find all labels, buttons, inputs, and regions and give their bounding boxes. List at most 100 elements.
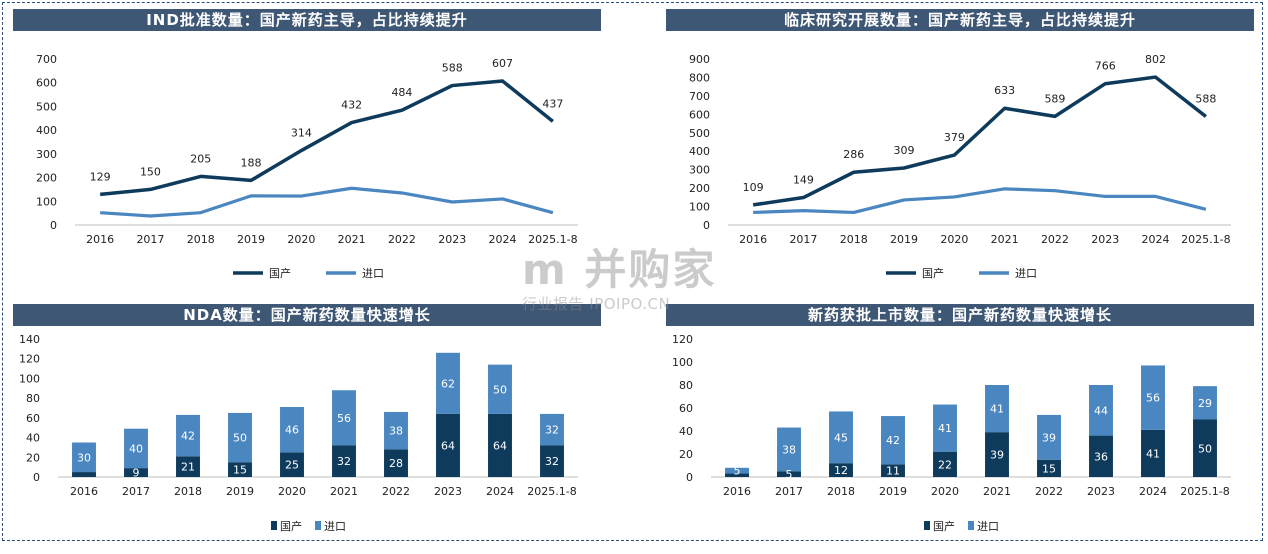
bar-domestic: [725, 473, 749, 477]
bar-import: [1193, 386, 1217, 420]
y-tick-label: 40: [679, 425, 693, 438]
bar-label-domestic: 64: [441, 439, 455, 452]
x-tick-label: 2016: [70, 485, 98, 498]
bar-domestic: [72, 472, 96, 477]
y-tick-label: 0: [703, 219, 710, 232]
x-tick-label: 2021: [338, 233, 366, 246]
bar-domestic: [228, 462, 252, 477]
bar-import: [72, 442, 96, 473]
bar-import: [228, 412, 252, 463]
x-tick-label: 2016: [739, 233, 767, 246]
legend-marker-import: [315, 521, 321, 530]
x-tick-label: 2018: [827, 485, 855, 498]
data-label: 309: [894, 144, 915, 157]
bar-label-import: 50: [233, 432, 247, 445]
bar-label-domestic: 41: [1146, 447, 1160, 460]
nda-chart-title: NDA数量：国产新药数量快速增长: [13, 304, 601, 326]
bar-domestic: [332, 445, 356, 477]
data-label: 588: [1195, 93, 1216, 106]
bar-domestic: [384, 449, 408, 477]
data-label: 432: [341, 99, 362, 112]
bar-label-import: 56: [337, 412, 351, 425]
data-label: 484: [391, 86, 412, 99]
bar-label-domestic: 25: [285, 459, 299, 472]
bar-label-import: 38: [782, 443, 796, 456]
series-line-import: [100, 186, 554, 218]
ind-line-chart: 0 100 200 300 400 500 600 700 2016 2017 2018 2019 20…: [36, 53, 578, 280]
ind-approval-panel: IND批准数量：国产新药主导，占比持续提升 0 100 200 300 400 500 60…: [13, 9, 601, 280]
x-tick-label: 2021: [991, 233, 1019, 246]
bar-label-domestic: 9: [133, 467, 140, 480]
legend-marker-domestic: [924, 521, 930, 530]
bar-label-import: 56: [1146, 392, 1160, 405]
bar-label-domestic: 36: [1094, 450, 1108, 463]
y-tick-label: 80: [26, 392, 40, 405]
bar-label-domestic: 39: [990, 449, 1004, 462]
bar-label-domestic: 28: [389, 457, 403, 470]
bar-label-domestic: 21: [181, 461, 195, 474]
y-tick-label: 100: [689, 201, 710, 214]
y-tick-label: 60: [679, 402, 693, 415]
data-label: 109: [743, 181, 764, 194]
data-label: 314: [291, 127, 312, 140]
data-label: 188: [241, 156, 262, 169]
y-tick-label: 20: [26, 451, 40, 464]
bar-label-import: 38: [389, 425, 403, 438]
x-tick-label: 2023: [1091, 233, 1119, 246]
x-tick-label: 2018: [840, 233, 868, 246]
bar-label-import: 5: [734, 465, 741, 478]
bar-label-domestic: 12: [834, 464, 848, 477]
bar-label-import: 62: [441, 377, 455, 390]
x-tick-label: 2025.1-8: [527, 485, 576, 498]
bar-import: [933, 404, 957, 452]
bar-label-domestic: 64: [493, 439, 507, 452]
x-tick-label: 2020: [287, 233, 315, 246]
x-tick-label: 2024: [486, 485, 514, 498]
data-label: 149: [793, 174, 814, 187]
bar-label-import: 42: [886, 434, 900, 447]
y-tick-label: 120: [672, 333, 693, 346]
bar-label-import: 30: [77, 451, 91, 464]
y-tick-label: 700: [36, 53, 57, 66]
data-label: 588: [442, 62, 463, 75]
bar-import: [777, 427, 801, 472]
bar-domestic: [280, 452, 304, 477]
data-label: 437: [542, 97, 563, 110]
legend-label-domestic: 国产: [922, 266, 944, 280]
x-tick-label: 2017: [775, 485, 803, 498]
y-tick-label: 200: [689, 182, 710, 195]
y-tick-label: 0: [686, 471, 693, 484]
bar-domestic: [1193, 419, 1217, 477]
bar-domestic: [176, 456, 200, 477]
y-tick-label: 200: [36, 172, 57, 185]
x-tick-label: 2023: [438, 233, 466, 246]
bar-label-domestic: 11: [886, 465, 900, 478]
bar-label-import: 32: [545, 424, 559, 437]
bar-domestic: [540, 445, 564, 477]
x-tick-label: 2019: [890, 233, 918, 246]
ind-chart-title: IND批准数量：国产新药主导，占比持续提升: [13, 9, 601, 31]
bar-import: [280, 407, 304, 453]
x-tick-label: 2022: [1035, 485, 1063, 498]
y-tick-label: 300: [689, 164, 710, 177]
bar-domestic: [985, 432, 1009, 477]
y-tick-label: 20: [679, 448, 693, 461]
y-tick-label: 800: [689, 71, 710, 84]
x-tick-label: 2020: [931, 485, 959, 498]
data-label: 205: [190, 152, 211, 165]
x-tick-label: 2024: [489, 233, 517, 246]
bar-label-import: 41: [990, 403, 1004, 416]
x-tick-label: 2025.1-8: [528, 233, 577, 246]
x-tick-label: 2018: [187, 233, 215, 246]
x-tick-label: 2018: [174, 485, 202, 498]
series-line-domestic: [752, 75, 1207, 207]
bar-label-import: 50: [493, 383, 507, 396]
x-tick-label: 2024: [1139, 485, 1167, 498]
bar-label-domestic: 15: [1042, 462, 1056, 475]
y-tick-label: 400: [36, 124, 57, 137]
bar-label-import: 41: [938, 422, 952, 435]
data-label: 766: [1095, 60, 1116, 73]
bar-label-import: 29: [1198, 397, 1212, 410]
bar-import: [1037, 414, 1061, 460]
bar-domestic: [777, 471, 801, 477]
